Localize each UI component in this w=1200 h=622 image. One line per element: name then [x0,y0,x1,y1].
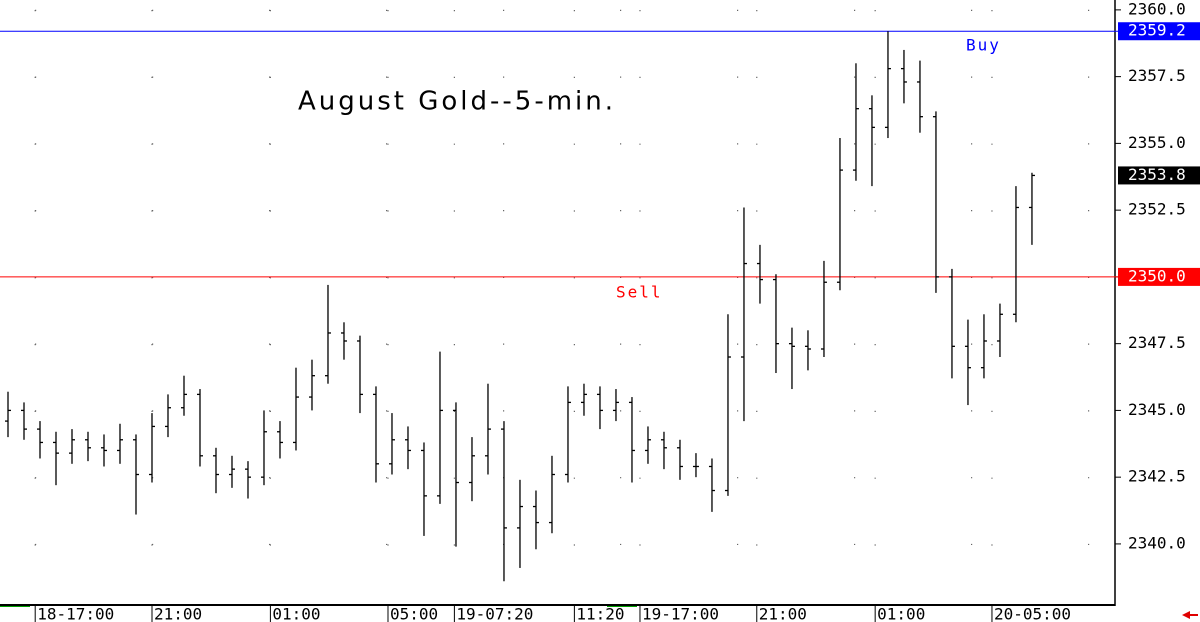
level-value-label: 2359.2 [1128,21,1186,40]
scroll-arrow[interactable] [1182,611,1198,619]
chart-title: August Gold--5-min. [298,87,616,117]
y-tick-label: 2352.5 [1128,200,1186,219]
y-tick-label: 2357.5 [1128,66,1186,85]
x-tick-label: 01:00 [272,605,320,622]
level-value-label: 2350.0 [1128,266,1186,285]
x-tick-label: 01:00 [877,605,925,622]
y-tick-label: 2347.5 [1128,333,1186,352]
x-tick-label: 19-07:20 [456,605,533,622]
y-tick-label: 2345.0 [1128,400,1186,419]
x-tick-label: 20-05:00 [994,605,1071,622]
last-price-box [1118,166,1200,185]
x-tick-label: 11:20 [576,605,624,622]
y-tick-label: 2340.0 [1128,533,1186,552]
y-tick-label: 2355.0 [1128,133,1186,152]
level-name: Sell [616,283,663,302]
level-label-box [1118,22,1200,41]
level-name: Buy [966,36,1001,55]
last-price-label: 2353.8 [1128,165,1186,184]
x-tick-label: 05:00 [390,605,438,622]
y-tick-label: 2360.0 [1128,0,1186,18]
x-tick-label: 18-17:00 [37,605,114,622]
y-tick-label: 2342.5 [1128,467,1186,486]
x-tick-label: 19-17:00 [642,605,719,622]
x-tick-label: 21:00 [154,605,202,622]
level-label-box [1118,267,1200,286]
x-tick-label: 21:00 [759,605,807,622]
